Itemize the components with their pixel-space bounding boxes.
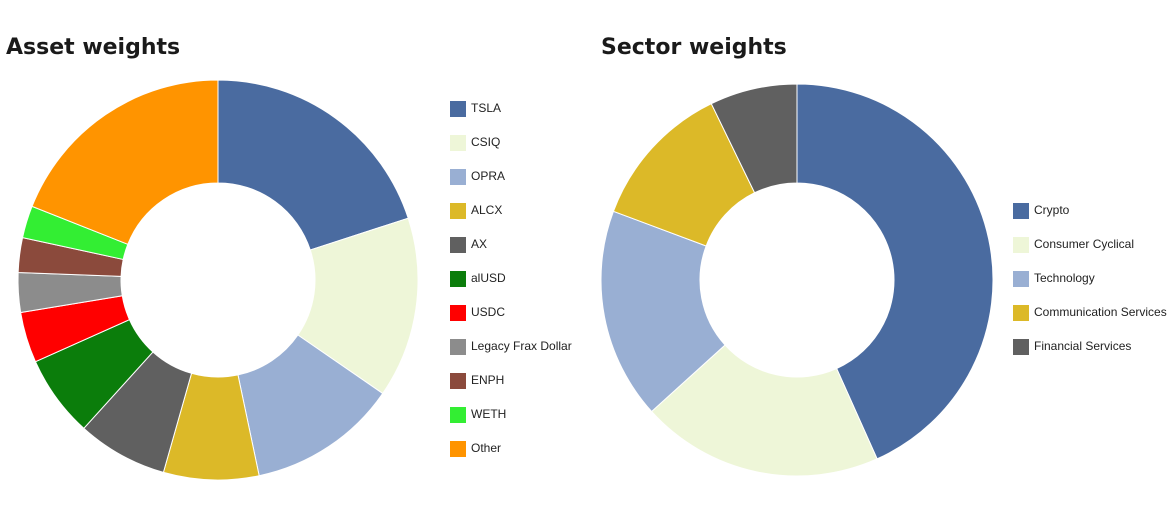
legend-swatch [450,407,466,423]
donut-slice [600,210,726,413]
chart-title: Sector weights [601,35,787,60]
legend-swatch [450,441,466,457]
legend-swatch [450,305,466,321]
legend-swatch [1013,203,1029,219]
legend-label: TSLA [471,101,501,115]
legend-swatch [450,101,466,117]
legend-swatch [450,237,466,253]
legend-label: Financial Services [1034,339,1131,353]
legend-swatch [1013,305,1029,321]
legend-swatch [450,339,466,355]
legend-swatch [450,203,466,219]
legend-swatch [1013,271,1029,287]
donut-slice [710,83,798,194]
legend-label: Technology [1034,271,1095,285]
legend-swatch [1013,237,1029,253]
donut-slice [796,83,994,460]
donut-slice [31,79,219,245]
legend-label: ALCX [471,203,502,217]
donut-slice [650,344,878,477]
legend-label: USDC [471,305,505,319]
chart-title: Asset weights [6,35,180,60]
legend-label: WETH [471,407,506,421]
legend-label: ENPH [471,373,504,387]
legend-swatch [450,135,466,151]
legend-label: alUSD [471,271,506,285]
legend-label: CSIQ [471,135,500,149]
donut-slice [297,217,419,395]
legend-label: OPRA [471,169,505,183]
legend-label: Communication Services [1034,305,1167,319]
legend-label: Other [471,441,501,455]
legend-swatch [450,373,466,389]
legend-label: Crypto [1034,203,1070,217]
legend-swatch [450,169,466,185]
legend-swatch [1013,339,1029,355]
legend-label: Legacy Frax Dollar [471,339,572,353]
legend-swatch [450,271,466,287]
legend-label: Consumer Cyclical [1034,237,1134,251]
donut-slice [217,79,409,251]
legend-label: AX [471,237,487,251]
